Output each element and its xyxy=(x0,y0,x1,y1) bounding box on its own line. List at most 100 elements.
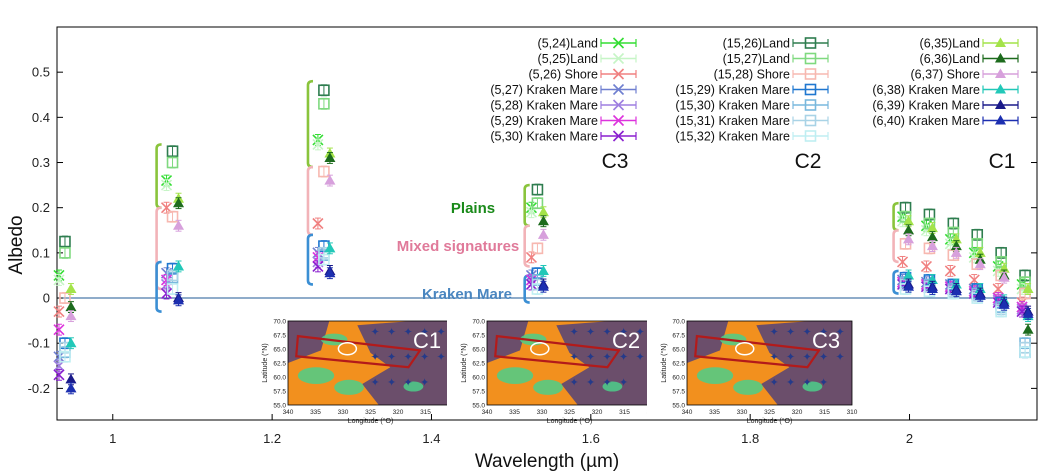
annotation-mixed-signatures: Mixed signatures xyxy=(397,238,520,255)
star-marker: ✦ xyxy=(619,325,628,338)
data-point xyxy=(537,229,549,239)
data-point xyxy=(998,272,1010,282)
data-point xyxy=(974,290,986,300)
star-marker: ✦ xyxy=(420,325,429,338)
y-tick-label: 0.5 xyxy=(32,65,50,80)
inset-map-c1: ✦ ✦ ✦ ✦ ✦✦ ✦ ✦ ✦ ✦✦ ✦ ✦ ✦C170.067.565.062.560.057.5… xyxy=(248,315,465,429)
legend-marker xyxy=(994,83,1007,94)
data-point xyxy=(926,240,938,251)
legend-marker xyxy=(612,83,625,96)
legend-marker xyxy=(804,37,817,49)
legend-label: (5,27) Kraken Mare xyxy=(490,83,598,97)
data-point xyxy=(318,165,330,178)
data-point xyxy=(59,235,71,248)
legend-marker xyxy=(994,99,1007,110)
legend-group-label: C1 xyxy=(989,150,1016,173)
y-tick-label: 0 xyxy=(43,291,50,306)
legend-marker xyxy=(994,37,1007,48)
inset-x-tick: 340 xyxy=(283,409,294,416)
star-marker: ✦ xyxy=(437,351,446,364)
data-point xyxy=(531,197,544,209)
inset-y-tick: 55.0 xyxy=(273,403,286,410)
data-point xyxy=(312,138,324,151)
annotation-plains: Plains xyxy=(451,200,495,217)
legend-marker xyxy=(994,114,1007,125)
inset-y-tick: 60.0 xyxy=(273,375,286,382)
data-point xyxy=(992,283,1004,295)
dark-region xyxy=(487,321,529,363)
legend-label: (6,37) Shore xyxy=(911,68,981,82)
y-tick-label: 0.2 xyxy=(32,200,50,215)
legend-marker xyxy=(612,52,625,65)
x-tick-label: 1.8 xyxy=(741,431,759,446)
y-tick-label: 0.1 xyxy=(32,245,50,260)
legend-group-c3: (5,24)Land(5,25)Land (5,26) Shore(5,27) K… xyxy=(490,37,637,173)
dark-region xyxy=(687,321,729,363)
inset-label: C3 xyxy=(812,328,840,353)
data-point xyxy=(312,260,324,272)
data-point xyxy=(903,281,915,291)
inset-y-tick: 70.0 xyxy=(472,319,485,326)
data-point xyxy=(166,283,179,295)
data-point xyxy=(166,156,179,169)
star-marker: ✦ xyxy=(786,325,795,338)
study-region-outline xyxy=(694,334,821,369)
data-point xyxy=(318,97,330,110)
inset-x-tick: 325 xyxy=(365,409,376,416)
inset-map-c2: ✦ ✦ ✦ ✦ ✦✦ ✦ ✦ ✦ ✦✦ ✦ ✦ ✦C270.067.565.062.560.057.5… xyxy=(447,315,664,429)
legend-label: (6,39) Kraken Mare xyxy=(872,99,980,113)
data-point xyxy=(537,265,549,275)
x-tick-label: 1.6 xyxy=(582,431,600,446)
cluster-highlight xyxy=(530,341,550,356)
y-axis-label: Albedo xyxy=(6,215,27,274)
data-point xyxy=(896,256,909,268)
inset-x-tick: 325 xyxy=(764,409,775,416)
legend-group-label: C2 xyxy=(795,150,822,173)
inset-y-tick: 57.5 xyxy=(472,389,485,396)
series-16 xyxy=(65,174,1034,323)
data-point xyxy=(1019,276,1031,289)
group-bracket xyxy=(155,260,162,313)
data-point xyxy=(312,217,324,230)
inset-map-c3: ✦ ✦ ✦ ✦ ✦✦ ✦ ✦ ✦ ✦✦ ✦ ✦ ✦C370.067.565.062.560.057.5… xyxy=(647,315,864,429)
inset-y-tick: 62.5 xyxy=(472,361,485,368)
data-point xyxy=(65,310,77,321)
star-marker: ✦ xyxy=(636,325,645,338)
inset-y-tick: 57.5 xyxy=(273,389,286,396)
legend-label: (5,28) Kraken Mare xyxy=(490,99,598,113)
inset-x-label: Longitude (°O) xyxy=(747,417,793,425)
star-marker: ✦ xyxy=(603,325,612,338)
data-point xyxy=(173,197,185,208)
star-marker: ✦ xyxy=(371,325,380,338)
star-marker: ✦ xyxy=(636,351,645,364)
star-marker: ✦ xyxy=(603,376,612,389)
inset-y-label: Latitude (°N) xyxy=(660,343,668,382)
land-patch xyxy=(533,379,563,395)
legend-marker xyxy=(804,114,817,127)
star-marker: ✦ xyxy=(819,351,828,364)
legend-marker xyxy=(804,130,817,142)
kraken-mare-region xyxy=(556,321,652,405)
data-point xyxy=(950,285,962,296)
inset-x-tick: 335 xyxy=(709,409,720,416)
inset-x-tick: 335 xyxy=(310,409,321,416)
land-patch xyxy=(696,367,734,384)
group-bracket xyxy=(306,233,314,286)
legend-marker xyxy=(612,114,625,127)
legend-marker xyxy=(804,52,817,65)
land-patch xyxy=(802,381,823,392)
inset-x-tick: 320 xyxy=(592,409,603,416)
x-tick-label: 2 xyxy=(906,431,913,446)
legend-label: (5,24)Land xyxy=(538,37,599,51)
star-marker: ✦ xyxy=(819,376,828,389)
data-point xyxy=(324,242,336,253)
data-point xyxy=(160,179,173,191)
data-point xyxy=(926,283,938,294)
star-marker: ✦ xyxy=(603,351,612,364)
inset-maps: ✦ ✦ ✦ ✦ ✦✦ ✦ ✦ ✦ ✦✦ ✦ ✦ ✦C170.067.565.062.560.057.5… xyxy=(248,315,864,429)
star-marker: ✦ xyxy=(371,376,380,389)
inset-y-label: Latitude (°N) xyxy=(460,343,468,382)
data-point xyxy=(998,299,1010,309)
inset-y-tick: 60.0 xyxy=(472,375,485,382)
star-marker: ✦ xyxy=(570,376,579,389)
